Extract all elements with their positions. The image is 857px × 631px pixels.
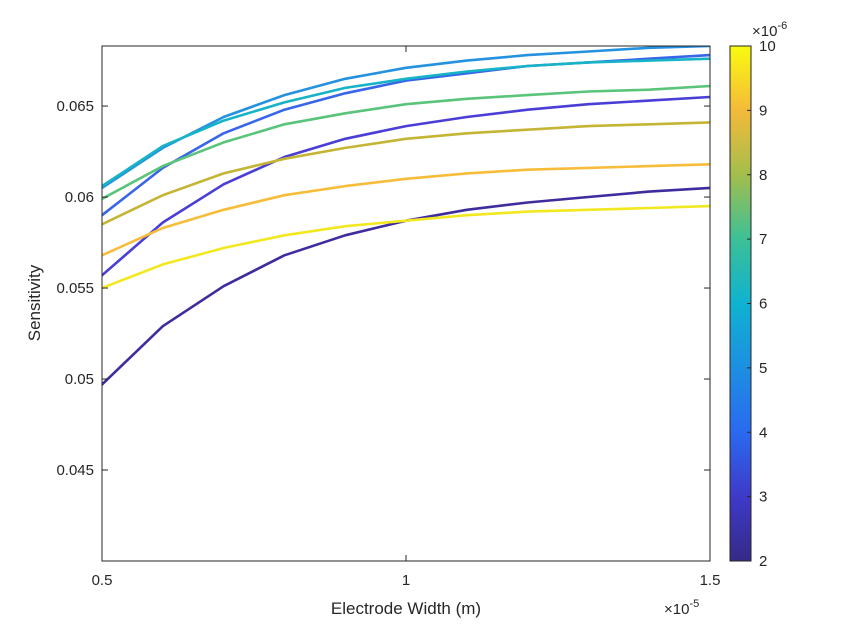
y-axis-label: Sensitivity bbox=[25, 264, 44, 341]
y-tick-label: 0.055 bbox=[56, 280, 94, 297]
y-tick-label: 0.06 bbox=[65, 189, 94, 206]
series-layer bbox=[102, 46, 710, 386]
colorbar-tick-label: 6 bbox=[759, 296, 767, 313]
plot-area: 0.5 1 1.5 0.045 0.05 0.055 0.06 0.065 ×10-5 El… bbox=[25, 45, 721, 618]
colorbar-exponent-power: -6 bbox=[777, 20, 787, 32]
y-tick-label: 0.065 bbox=[56, 98, 94, 115]
y-tick-label: 0.045 bbox=[56, 462, 94, 479]
x-exponent-power: -5 bbox=[689, 598, 699, 610]
y-axis: 0.045 0.05 0.055 0.06 0.065 bbox=[56, 98, 710, 479]
series-line-6 bbox=[102, 57, 710, 188]
x-tick-label: 0.5 bbox=[92, 572, 113, 589]
colorbar-tick-label: 7 bbox=[759, 231, 767, 248]
series-line-9 bbox=[102, 163, 710, 257]
series-line-10 bbox=[102, 204, 710, 290]
colorbar-tick-label: 3 bbox=[759, 489, 767, 506]
plot-background bbox=[102, 46, 710, 561]
colorbar-exponent-base: ×10 bbox=[752, 23, 777, 40]
x-tick-label: 1 bbox=[402, 572, 410, 589]
x-axis: 0.5 1 1.5 bbox=[92, 46, 721, 589]
series-line-3 bbox=[102, 95, 710, 277]
colorbar: 2 3 4 5 6 7 8 9 10 ×10-6 bbox=[729, 20, 787, 570]
x-axis-exponent: ×10-5 bbox=[664, 598, 699, 618]
colorbar-tick-label: 4 bbox=[759, 424, 767, 441]
colorbar-tick-label: 9 bbox=[759, 102, 767, 119]
series-line-5 bbox=[102, 46, 710, 190]
colorbar-tick-label: 10 bbox=[759, 38, 776, 55]
x-exponent-base: ×10 bbox=[664, 601, 689, 618]
colorbar-exponent: ×10-6 bbox=[752, 20, 787, 40]
x-axis-label: Electrode Width (m) bbox=[331, 599, 481, 618]
series-line-8 bbox=[102, 121, 710, 226]
colorbar-ticks: 2 3 4 5 6 7 8 9 10 bbox=[747, 38, 776, 570]
colorbar-tick-label: 8 bbox=[759, 167, 767, 184]
colorbar-gradient bbox=[730, 46, 751, 561]
colorbar-tick-label: 2 bbox=[759, 553, 767, 570]
x-tick-label: 1.5 bbox=[700, 572, 721, 589]
colorbar-tick-label: 5 bbox=[759, 360, 767, 377]
series-line-7 bbox=[102, 84, 710, 201]
y-tick-label: 0.05 bbox=[65, 371, 94, 388]
